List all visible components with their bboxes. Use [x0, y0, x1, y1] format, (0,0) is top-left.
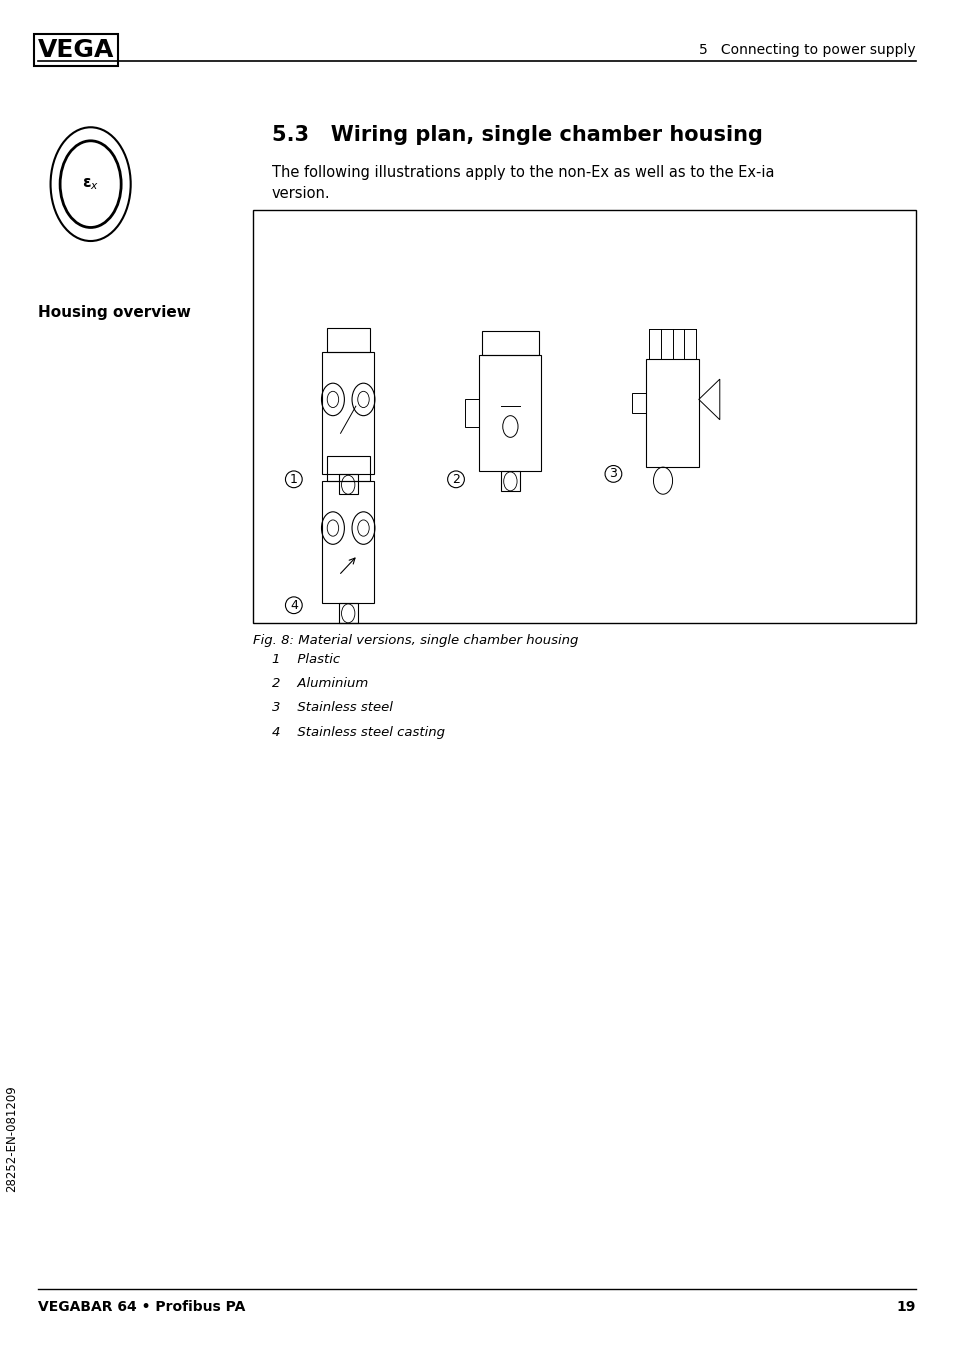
Text: 3    Stainless steel: 3 Stainless steel — [272, 701, 393, 715]
Bar — [338, 474, 357, 494]
Text: 5.3   Wiring plan, single chamber housing: 5.3 Wiring plan, single chamber housing — [272, 125, 762, 145]
Text: VEGABAR 64 • Profibus PA: VEGABAR 64 • Profibus PA — [38, 1300, 245, 1313]
Bar — [481, 330, 538, 355]
Text: 3: 3 — [609, 467, 617, 481]
Bar — [631, 393, 646, 413]
Bar — [253, 210, 915, 623]
Text: 5   Connecting to power supply: 5 Connecting to power supply — [699, 43, 915, 57]
Bar — [321, 481, 374, 603]
Text: 2: 2 — [452, 473, 459, 486]
Bar — [465, 399, 479, 427]
Text: 1    Plastic: 1 Plastic — [272, 653, 339, 666]
Text: 28252-EN-081209: 28252-EN-081209 — [5, 1085, 18, 1192]
Bar — [338, 603, 357, 623]
Text: 19: 19 — [896, 1300, 915, 1313]
Text: 4: 4 — [290, 598, 297, 612]
Bar — [321, 352, 374, 474]
Text: Fig. 8: Material versions, single chamber housing: Fig. 8: Material versions, single chambe… — [253, 634, 578, 647]
Text: $\mathbf{\epsilon}_x$: $\mathbf{\epsilon}_x$ — [82, 176, 99, 192]
Text: 1: 1 — [290, 473, 297, 486]
Text: Housing overview: Housing overview — [38, 305, 191, 320]
Bar — [326, 456, 369, 481]
Bar — [646, 359, 698, 467]
Bar — [479, 355, 541, 470]
Bar — [326, 328, 369, 352]
Text: VEGA: VEGA — [38, 38, 114, 62]
Text: The following illustrations apply to the non-Ex as well as to the Ex-ia
version.: The following illustrations apply to the… — [272, 165, 774, 202]
Bar — [500, 470, 519, 492]
Text: 2    Aluminium: 2 Aluminium — [272, 677, 368, 691]
Text: 4    Stainless steel casting: 4 Stainless steel casting — [272, 726, 444, 739]
